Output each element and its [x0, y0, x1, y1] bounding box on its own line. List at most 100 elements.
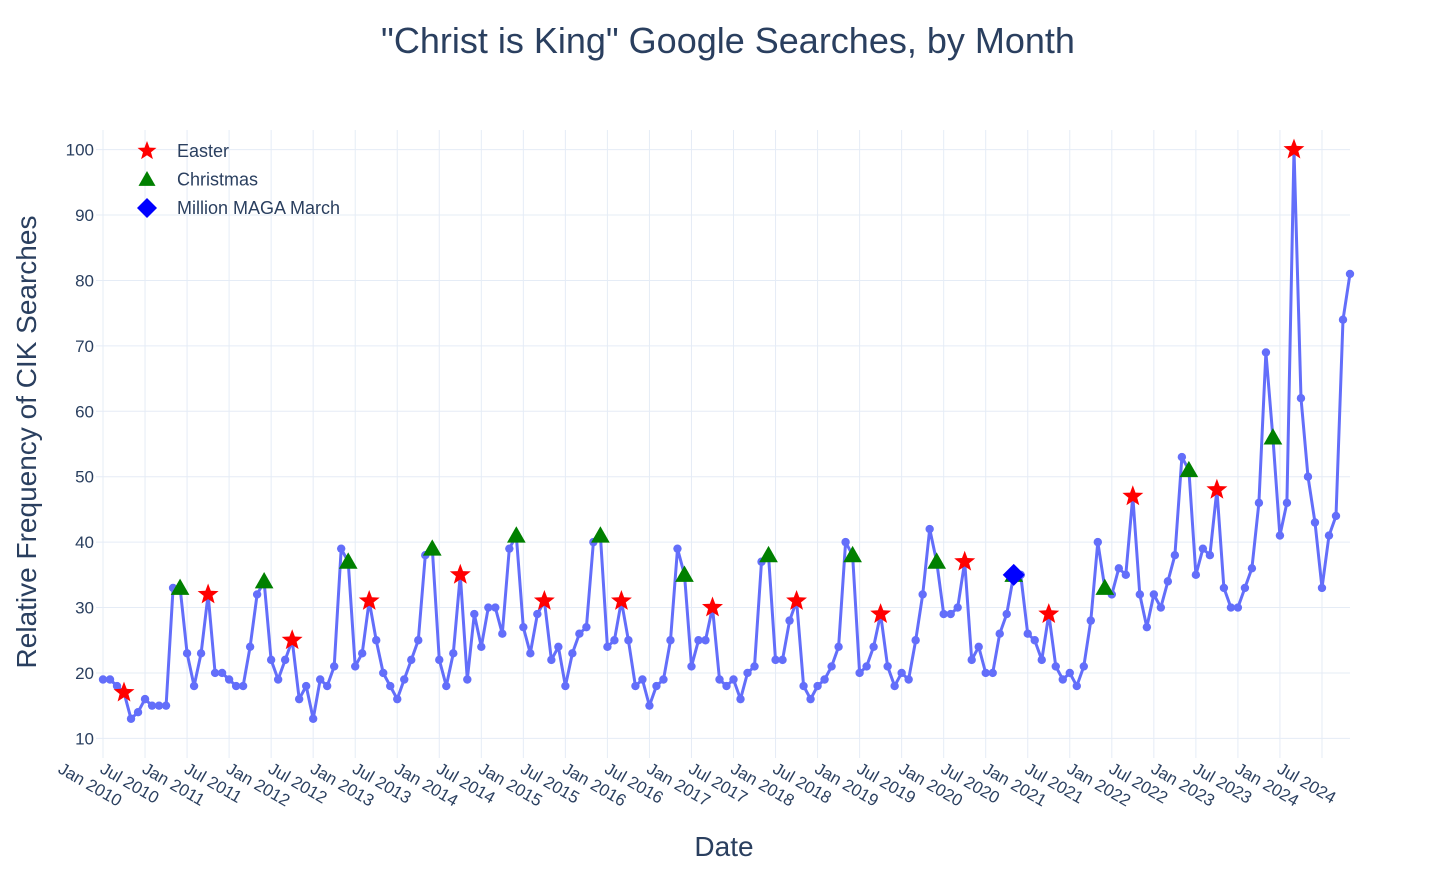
data-point: [351, 662, 360, 671]
monthly-points: [98, 145, 1355, 723]
data-point: [911, 636, 920, 645]
data-point: [386, 681, 395, 691]
data-point: [575, 629, 584, 638]
data-point: [1247, 564, 1257, 573]
data-point: [743, 668, 752, 678]
data-point: [904, 675, 913, 684]
data-point: [1002, 609, 1011, 619]
data-point: [140, 694, 150, 704]
christmas-triangle-marker: [422, 539, 442, 556]
y-tick-label: 10: [75, 729, 94, 748]
y-tick-label: 40: [75, 533, 94, 552]
christmas-triangle-marker: [927, 552, 947, 569]
data-point: [280, 655, 290, 665]
data-point: [336, 544, 346, 553]
data-point: [126, 714, 136, 723]
data-point: [834, 642, 843, 651]
christmas-triangle-marker: [1263, 428, 1283, 445]
x-axis-title: Date: [694, 831, 753, 862]
data-point: [855, 668, 864, 678]
data-point: [778, 655, 787, 665]
data-point: [771, 655, 780, 665]
data-point: [1030, 636, 1039, 645]
data-point: [1142, 622, 1152, 632]
data-point: [1170, 551, 1180, 560]
data-point: [435, 655, 444, 665]
data-point: [1233, 603, 1243, 612]
data-point: [1331, 511, 1341, 521]
y-tick-label: 70: [75, 337, 94, 356]
data-point: [715, 675, 724, 684]
data-point: [308, 714, 318, 723]
data-point: [505, 544, 514, 553]
data-point: [526, 649, 535, 658]
data-point: [414, 636, 423, 645]
easter-star-marker: [197, 583, 219, 604]
data-point: [112, 681, 122, 691]
y-axis-title: Relative Frequency of CIK Searches: [11, 216, 42, 669]
data-point: [1310, 518, 1320, 527]
easter-star-marker: [702, 596, 723, 617]
data-point: [196, 649, 206, 658]
christmas-triangle-marker: [338, 552, 358, 569]
easter-star-marker: [786, 590, 807, 610]
christmas-triangle-marker: [1095, 578, 1115, 595]
data-point: [315, 675, 325, 684]
data-point: [322, 681, 332, 691]
data-point: [547, 655, 556, 665]
data-point: [1072, 681, 1081, 691]
data-point: [953, 603, 962, 612]
data-point: [1345, 269, 1355, 279]
data-point: [897, 668, 906, 678]
data-point: [1198, 544, 1208, 553]
data-point: [785, 616, 794, 625]
data-point: [477, 642, 486, 651]
christmas-triangle-marker: [254, 572, 274, 589]
data-point: [407, 655, 416, 665]
data-point: [1051, 662, 1060, 671]
data-point: [491, 603, 500, 612]
data-point: [1037, 655, 1046, 665]
data-point: [1079, 662, 1088, 671]
data-point: [161, 701, 171, 710]
data-point: [154, 701, 164, 710]
data-point: [238, 681, 248, 691]
data-point: [1156, 603, 1166, 612]
data-point: [98, 675, 108, 684]
data-point: [890, 681, 899, 691]
data-point: [925, 524, 934, 534]
data-point: [610, 636, 619, 645]
data-point: [442, 681, 451, 691]
data-point: [189, 681, 199, 691]
data-point: [603, 642, 612, 651]
data-point: [939, 609, 948, 619]
christmas-triangle-marker: [170, 578, 190, 595]
data-point: [533, 609, 542, 619]
data-point: [624, 636, 633, 645]
data-point: [694, 636, 703, 645]
data-point: [750, 662, 759, 671]
legend-symbol: [137, 198, 157, 218]
chart-title: "Christ is King" Google Searches, by Mon…: [381, 20, 1075, 61]
data-point: [210, 668, 220, 678]
data-point: [301, 681, 311, 691]
data-point: [1065, 668, 1074, 678]
easter-star-marker: [113, 681, 135, 702]
y-tick-label: 60: [75, 402, 94, 421]
data-point: [673, 544, 682, 553]
data-point: [666, 636, 675, 645]
data-point: [1114, 564, 1124, 573]
easter-star-marker: [1206, 478, 1228, 499]
data-point: [245, 642, 255, 651]
data-point: [1226, 603, 1236, 612]
data-point: [519, 622, 528, 632]
data-point: [329, 662, 339, 671]
data-point: [736, 694, 745, 704]
data-point: [687, 662, 696, 671]
data-point: [1093, 537, 1102, 547]
data-point: [379, 668, 388, 678]
data-point: [1240, 583, 1250, 593]
easter-star-marker: [358, 590, 380, 610]
